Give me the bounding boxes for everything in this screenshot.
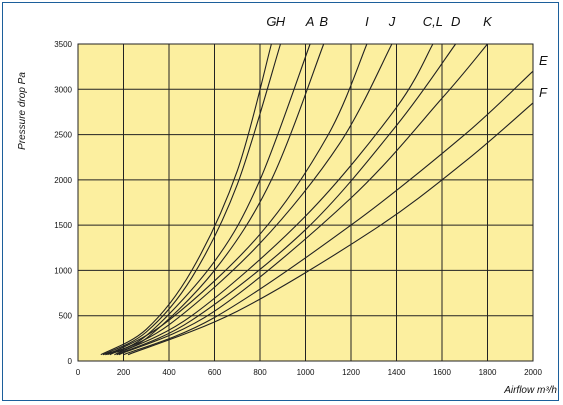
curve-label-c-l: C,L: [423, 14, 443, 29]
y-tick-label: 2000: [54, 176, 72, 185]
curve-label-g: G: [266, 14, 276, 29]
curve-g: [100, 43, 272, 356]
x-tick-label: 0: [76, 368, 81, 377]
chart-frame: 0 200 400 600 800 1000 1200 1400 1600 1800 2000 0 5…: [2, 2, 559, 401]
y-axis-title: Pressure drop Pa: [17, 72, 28, 150]
y-tick-label: 1500: [54, 221, 72, 230]
y-tick-label: 500: [59, 312, 73, 321]
curve-label-f: F: [539, 85, 548, 100]
curve-label-a: A: [305, 14, 315, 29]
x-tick-label: 200: [117, 368, 131, 377]
x-tick-labels: 0 200 400 600 800 1000 1200 1400 1600 1800 2000: [76, 368, 543, 377]
x-tick-label: 1800: [479, 368, 497, 377]
curve-label-i: I: [365, 14, 369, 29]
x-tick-label: 1200: [342, 368, 360, 377]
curve-d: [116, 43, 457, 356]
curve-a: [102, 43, 311, 356]
x-tick-label: 1000: [297, 368, 315, 377]
curves: [100, 43, 534, 356]
x-tick-label: 800: [253, 368, 267, 377]
curve-i: [107, 43, 368, 356]
x-tick-label: 400: [162, 368, 176, 377]
curve-c-l: [114, 43, 434, 356]
curve-label-k: K: [483, 14, 493, 29]
pressure-drop-chart: 0 200 400 600 800 1000 1200 1400 1600 1800 2000 0 5…: [17, 14, 557, 396]
x-axis-title: Airflow m³/h: [503, 385, 557, 396]
y-tick-label: 1000: [54, 266, 72, 275]
curve-e: [123, 70, 534, 356]
x-tick-label: 2000: [524, 368, 542, 377]
curve-label-j: J: [388, 14, 396, 29]
curve-j: [109, 43, 393, 356]
grid: [77, 43, 534, 362]
y-tick-label: 2500: [54, 131, 72, 140]
curve-k: [118, 43, 488, 356]
curve-label-b: B: [319, 14, 328, 29]
curve-label-e: E: [539, 53, 548, 68]
x-tick-label: 1400: [388, 368, 406, 377]
curve-f: [127, 102, 534, 356]
curve-labels: G H A B I J C,L D K E F: [266, 14, 548, 100]
y-tick-labels: 0 500 1000 1500 2000 2500 3000 3500: [54, 40, 72, 366]
y-tick-label: 0: [68, 357, 73, 366]
curve-label-d: D: [451, 14, 460, 29]
y-tick-label: 3000: [54, 85, 72, 94]
curve-h: [102, 43, 282, 356]
x-tick-label: 1600: [433, 368, 451, 377]
x-tick-label: 600: [208, 368, 222, 377]
y-tick-label: 3500: [54, 40, 72, 49]
curve-label-h: H: [276, 14, 286, 29]
